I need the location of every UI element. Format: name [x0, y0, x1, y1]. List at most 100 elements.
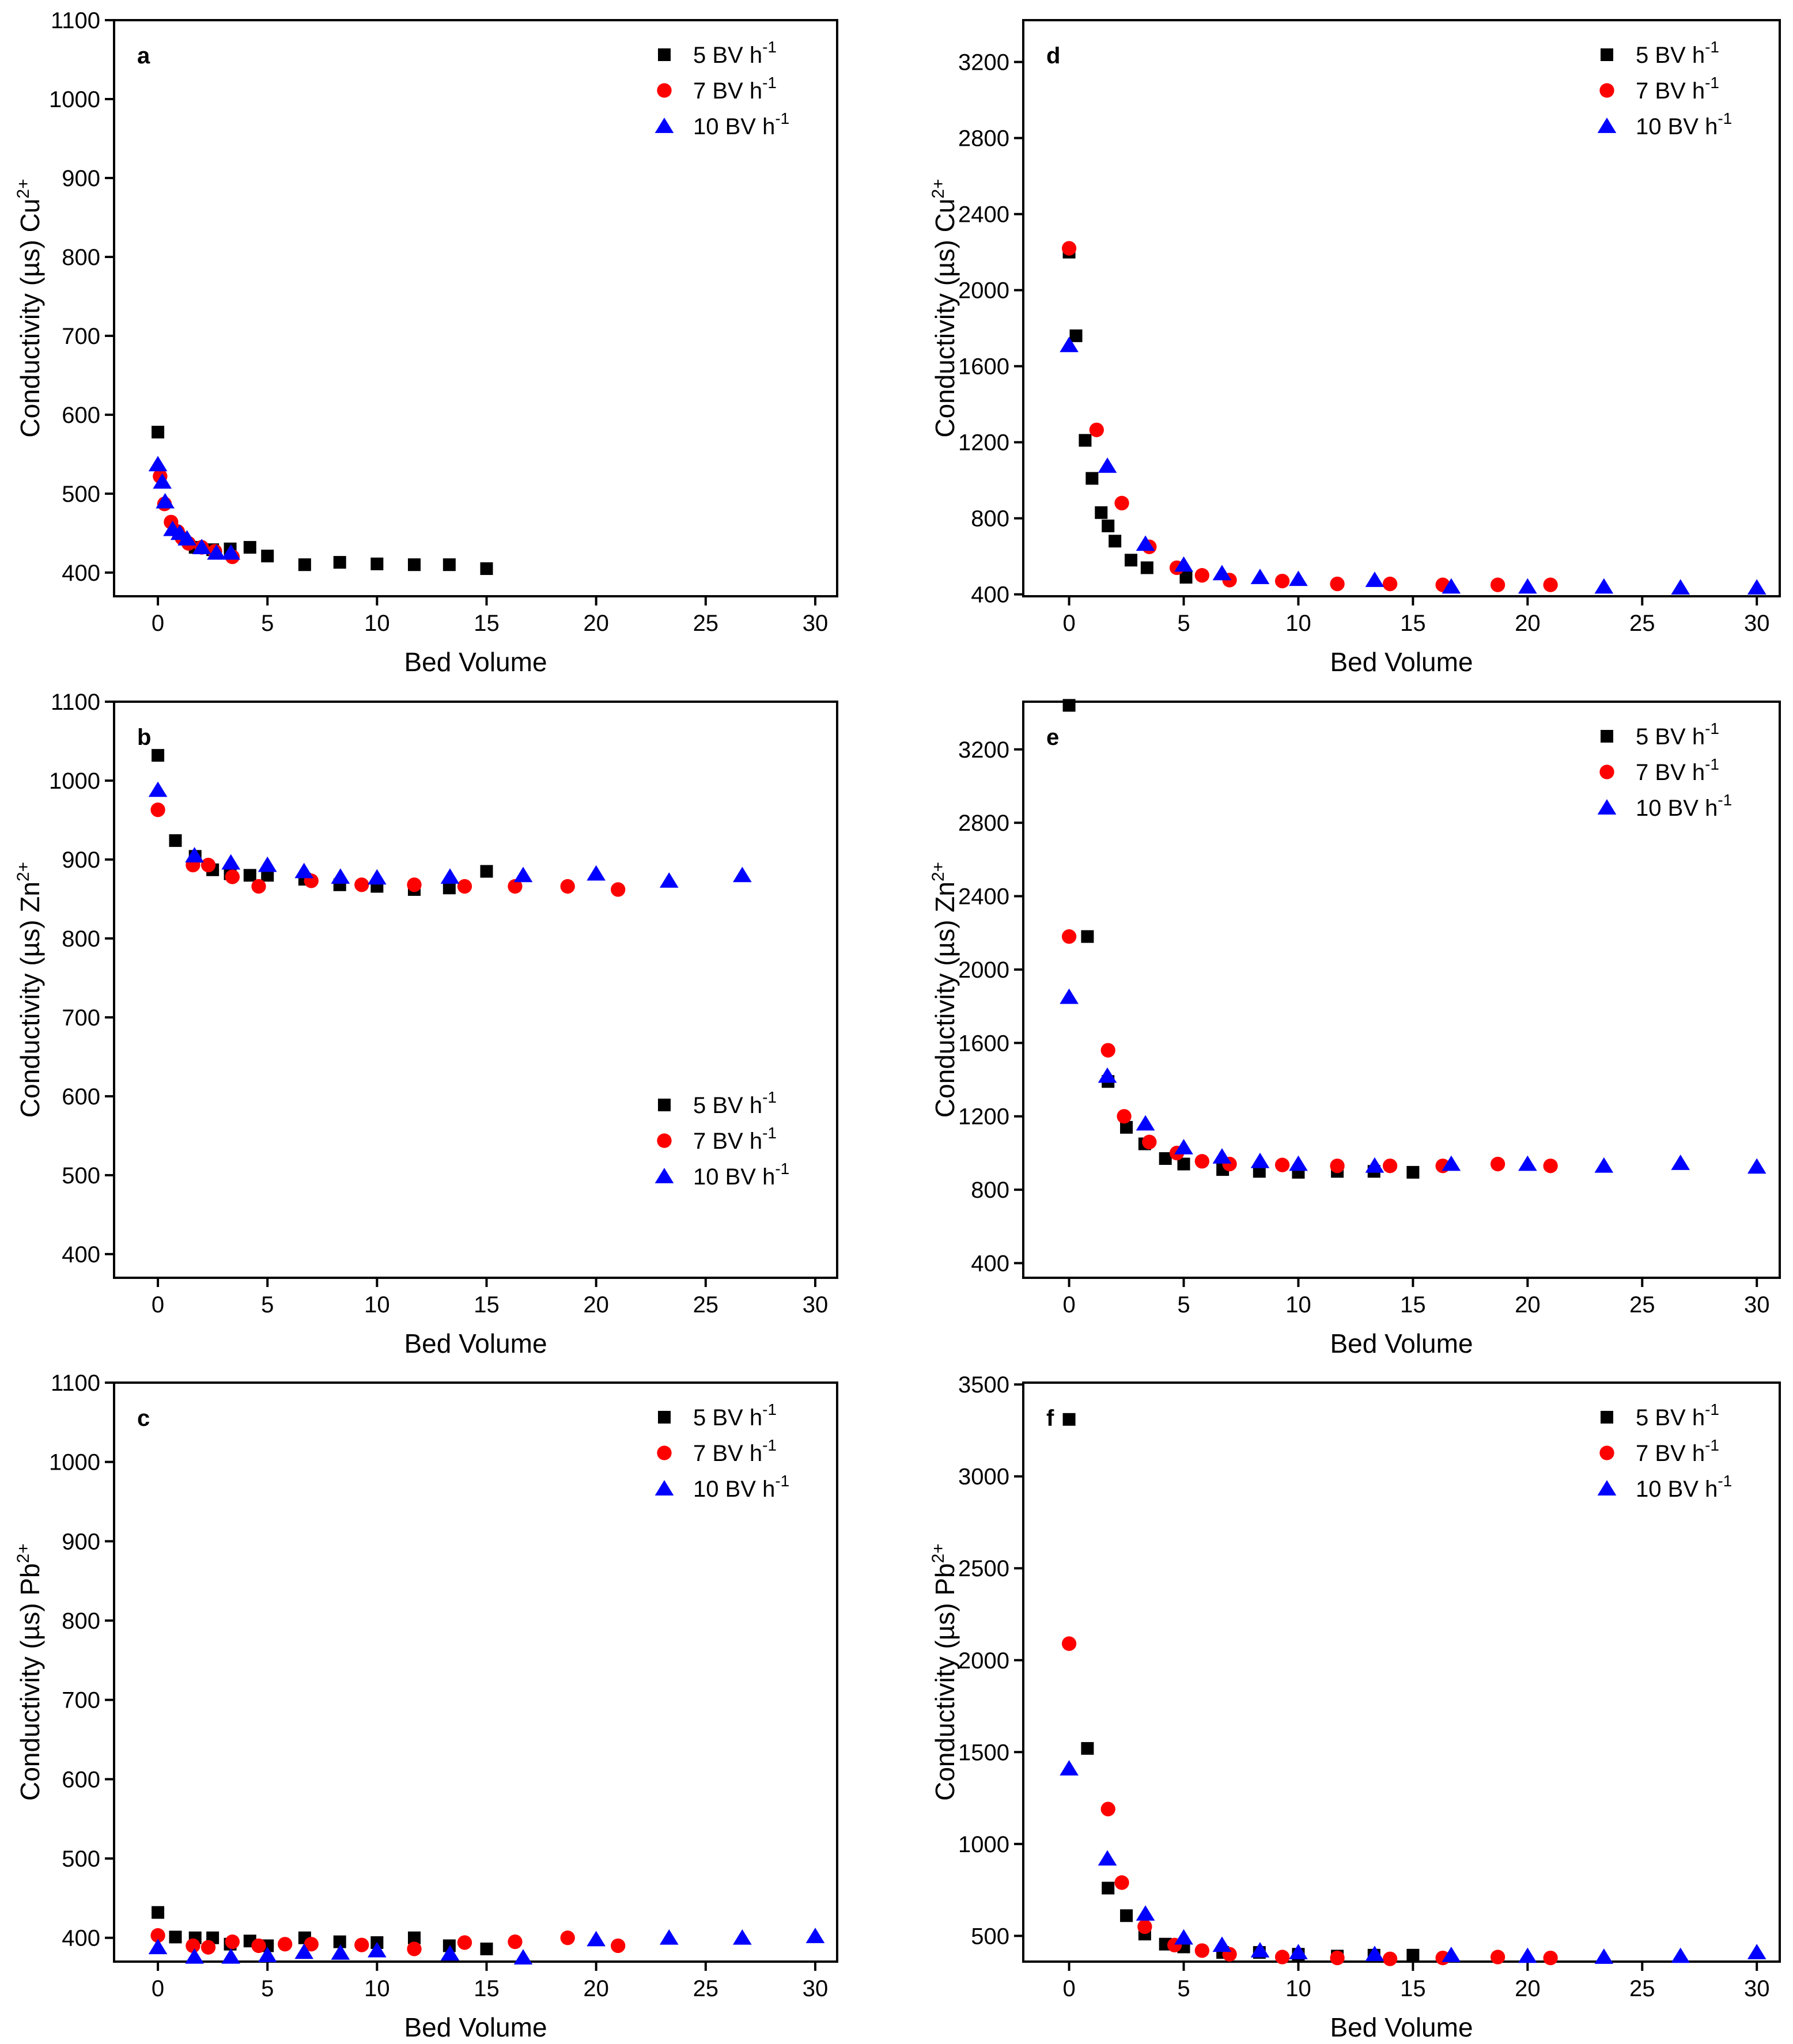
data-point — [221, 544, 241, 560]
data-point — [1212, 565, 1232, 581]
data-point — [1289, 1155, 1308, 1171]
data-point — [169, 1931, 182, 1944]
x-tick-label: 5 — [1177, 1976, 1190, 2001]
legend-marker — [1601, 48, 1613, 61]
legend-label: 7 BV h-1 — [1636, 1436, 1719, 1466]
x-tick-label: 10 — [1285, 1976, 1311, 2001]
data-point — [457, 1935, 472, 1950]
plot-frame — [1022, 701, 1781, 1279]
data-point — [1671, 579, 1690, 595]
data-point — [354, 877, 369, 892]
data-point — [304, 1937, 319, 1952]
x-tick-label: 30 — [803, 1292, 829, 1318]
data-point — [1194, 568, 1209, 583]
data-point — [560, 879, 575, 894]
data-point — [1174, 1929, 1193, 1945]
data-point — [333, 1935, 346, 1948]
x-axis-title: Bed Volume — [404, 2012, 547, 2042]
data-point — [1365, 1945, 1385, 1962]
data-point — [1671, 1947, 1690, 1963]
data-point — [1062, 699, 1076, 712]
y-axis-title-superscript: 2+ — [14, 1543, 33, 1563]
data-point — [1289, 1944, 1308, 1959]
x-tick-label: 25 — [693, 1292, 719, 1318]
data-point — [298, 558, 311, 571]
x-tick-label: 25 — [693, 1976, 719, 2001]
legend-label-text: 10 BV h — [1636, 1477, 1718, 1502]
y-tick-label: 500 — [62, 1163, 100, 1188]
data-point — [368, 1941, 387, 1958]
data-point — [1177, 1157, 1190, 1171]
y-tick-label: 400 — [62, 1926, 100, 1951]
data-point — [1365, 571, 1385, 587]
plot-frame — [113, 1381, 838, 1963]
data-point — [148, 456, 168, 472]
data-point — [1442, 578, 1461, 594]
legend-label-superscript: -1 — [1705, 755, 1719, 773]
data-point — [153, 473, 172, 489]
legend-label: 7 BV h-1 — [693, 1436, 777, 1466]
y-tick-label: 400 — [971, 1251, 1009, 1277]
legend-label-text: 7 BV h — [693, 1129, 762, 1154]
data-point — [243, 541, 256, 554]
x-tick-label: 15 — [474, 1976, 500, 2001]
y-tick-label: 3000 — [958, 1464, 1009, 1490]
data-point — [201, 857, 216, 873]
data-point — [331, 1944, 350, 1960]
data-point — [1250, 1942, 1270, 1958]
data-point — [587, 865, 606, 881]
data-point — [1109, 535, 1122, 548]
y-axis-title: Conductivity (µs) Cu2+ — [929, 179, 960, 437]
y-tick-label: 800 — [62, 1608, 100, 1634]
data-point — [513, 1949, 533, 1964]
data-point — [480, 562, 493, 576]
y-axis-title: Conductivity (µs) Zn2+ — [14, 862, 45, 1118]
data-point — [1212, 1936, 1232, 1952]
data-point — [1102, 519, 1115, 532]
x-tick-label: 10 — [364, 611, 390, 636]
y-axis-title: Conductivity (µs) Zn2+ — [929, 862, 960, 1118]
y-tick-label: 1200 — [958, 430, 1009, 456]
y-axis-title: Conductivity (µs) Pb2+ — [14, 1543, 45, 1801]
data-point — [1061, 241, 1077, 256]
panel-b: b 0 5 10 15 20 25 30 400 500 600 700 800 900 1000 1100 B… — [14, 690, 838, 1358]
data-point — [1120, 1909, 1133, 1922]
y-tick-label: 400 — [62, 1242, 100, 1267]
x-tick-label: 25 — [1629, 1292, 1655, 1318]
data-point — [513, 866, 533, 883]
x-tick-label: 0 — [1062, 1292, 1075, 1318]
data-point — [408, 1931, 421, 1944]
legend-label: 7 BV h-1 — [1636, 74, 1719, 104]
data-point — [1179, 570, 1193, 584]
data-point — [221, 854, 241, 870]
y-axis-title-superscript: 2+ — [929, 1543, 948, 1563]
y-axis-title: Conductivity (µs) Cu2+ — [14, 179, 45, 437]
series-triangle — [1060, 336, 1766, 595]
data-point — [225, 1934, 240, 1950]
legend-label-superscript: -1 — [762, 1088, 777, 1106]
data-point — [442, 558, 456, 571]
legend-label-text: 5 BV h — [1636, 43, 1705, 68]
data-point — [333, 556, 346, 569]
data-point — [148, 1939, 168, 1955]
y-tick-label: 800 — [971, 1178, 1009, 1203]
legend-label-superscript: -1 — [762, 1124, 777, 1142]
y-axis-title-text: Conductivity (µs) Zn — [15, 881, 45, 1118]
data-point — [1174, 1139, 1193, 1155]
x-tick-label: 0 — [1062, 1976, 1075, 2001]
y-tick-label: 800 — [971, 506, 1009, 532]
data-point — [1079, 434, 1092, 447]
legend-label: 10 BV h-1 — [693, 1472, 789, 1502]
y-tick-label: 600 — [62, 1767, 100, 1792]
data-point — [1085, 472, 1099, 485]
data-point — [508, 879, 523, 894]
data-point — [1671, 1155, 1690, 1170]
series-triangle — [148, 781, 752, 888]
y-axis-title-text: Conductivity (µs) Pb — [15, 1563, 45, 1801]
legend-marker — [1599, 1445, 1614, 1460]
legend-label: 10 BV h-1 — [693, 1160, 789, 1190]
x-tick-label: 10 — [1285, 1292, 1311, 1318]
data-point — [225, 869, 240, 884]
x-tick-label: 20 — [583, 1292, 609, 1318]
data-point — [1194, 1154, 1209, 1169]
